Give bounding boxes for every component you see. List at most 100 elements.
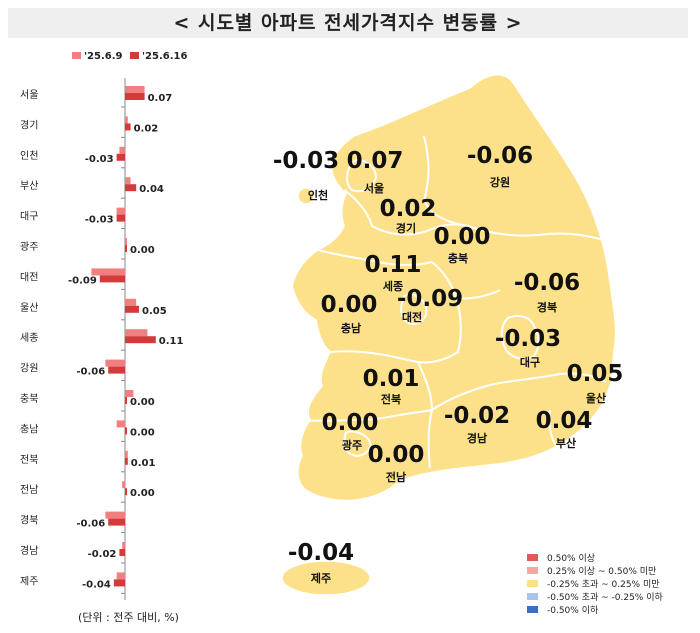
- legend-swatch-1: [72, 52, 81, 59]
- legend-swatch-2: [130, 52, 139, 59]
- mainland-shape: [291, 74, 617, 502]
- bar-this-week: [125, 336, 156, 344]
- map-region-name: 서울: [364, 181, 384, 195]
- map-value: 0.05: [567, 361, 624, 387]
- map-region-name: 대전: [402, 310, 422, 324]
- category-label: 대전: [20, 271, 38, 283]
- data-label: -0.06: [76, 367, 105, 378]
- bar-prev-week: [125, 116, 128, 124]
- bar-prev-week: [125, 298, 137, 306]
- map-value: -0.09: [397, 286, 463, 312]
- incheon-shape: [297, 187, 315, 205]
- page-title: < 시도별 아파트 전세가격지수 변동률 >: [173, 12, 523, 34]
- bar-prev-week: [122, 481, 125, 489]
- bar-this-week: [125, 184, 137, 192]
- bar-this-week: [116, 214, 125, 222]
- data-label: 0.05: [142, 306, 167, 317]
- bar-this-week: [108, 518, 125, 526]
- data-label: 0.04: [139, 184, 164, 195]
- bars: 서울 0.07 경기 0.02 인천 -0.03 부산 0.04 대구 -0.03 광주 0.00 대전…: [20, 86, 184, 594]
- bar-prev-week: [105, 359, 125, 367]
- data-label: -0.02: [88, 549, 117, 560]
- category-label: 경기: [20, 118, 38, 131]
- map-region-name: 제주: [311, 571, 331, 585]
- data-label: -0.03: [85, 154, 114, 165]
- bar-prev-week: [125, 238, 127, 245]
- map-region-name: 충북: [448, 251, 468, 265]
- map-value: 0.00: [434, 224, 491, 250]
- bar-prev-week: [122, 542, 125, 549]
- data-label: -0.03: [85, 215, 114, 226]
- map-value: 0.04: [536, 408, 593, 434]
- region-borders: [301, 135, 607, 469]
- title-bar: < 시도별 아파트 전세가격지수 변동률 >: [8, 8, 688, 38]
- bar-prev-week: [105, 511, 125, 519]
- bar-prev-week: [125, 177, 131, 185]
- map-value: 0.02: [380, 196, 437, 222]
- map-region-name: 전북: [381, 392, 401, 406]
- bar-this-week: [125, 488, 127, 496]
- data-label: 0.01: [131, 458, 156, 469]
- map-legend-label: -0.50% 이하: [547, 605, 599, 616]
- bar-this-week: [119, 549, 125, 556]
- bar-prev-week: [125, 390, 134, 397]
- map-legend-label: -0.50% 초과 ~ -0.25% 이하: [547, 592, 664, 603]
- data-label: 0.00: [130, 488, 155, 499]
- data-label: 0.00: [130, 427, 155, 438]
- data-label: -0.09: [68, 275, 97, 286]
- map-region-name: 경기: [396, 221, 416, 235]
- map-value: -0.03: [273, 148, 339, 174]
- bar-this-week: [125, 397, 127, 404]
- bar-this-week: [125, 457, 128, 465]
- map-value: -0.02: [444, 403, 510, 429]
- map-legend-swatch: [527, 554, 538, 561]
- map-value: -0.04: [288, 540, 354, 566]
- bar-this-week: [125, 305, 139, 313]
- category-label: 인천: [20, 150, 38, 162]
- data-label: -0.06: [76, 519, 105, 530]
- jeju-shape: [281, 560, 371, 596]
- bar-this-week: [125, 427, 127, 435]
- bar-prev-week: [91, 268, 125, 276]
- bar-prev-week: [116, 420, 125, 428]
- map-value: 0.07: [347, 148, 404, 174]
- category-label: 경북: [20, 514, 38, 527]
- map-value: 0.00: [322, 410, 379, 436]
- bar-this-week: [108, 366, 125, 374]
- category-label: 강원: [20, 363, 38, 375]
- category-label: 울산: [20, 302, 38, 314]
- map-region-name: 전남: [386, 470, 406, 484]
- map-legend-label: 0.25% 이상 ~ 0.50% 미만: [547, 566, 656, 577]
- map-region-name: 대구: [520, 355, 540, 369]
- map-legend-label: -0.25% 초과 ~ 0.25% 미만: [547, 579, 660, 590]
- map-region-name: 부산: [556, 436, 576, 450]
- bar-this-week: [99, 275, 125, 283]
- bar-prev-week: [116, 572, 125, 580]
- data-label: -0.04: [82, 579, 111, 590]
- bar-this-week: [125, 245, 127, 252]
- chart-legend: '25.6.9 '25.6.16: [72, 51, 187, 62]
- data-label: 0.07: [148, 93, 173, 104]
- data-label: 0.02: [134, 123, 159, 134]
- map-value: 0.00: [368, 442, 425, 468]
- category-label: 서울: [20, 89, 38, 101]
- category-label: 광주: [20, 241, 38, 253]
- bar-this-week: [113, 579, 125, 587]
- legend-label-2: '25.6.16: [142, 51, 187, 62]
- map-value: 0.01: [363, 366, 420, 392]
- map-value: -0.03: [495, 326, 561, 352]
- category-label: 충남: [20, 423, 38, 435]
- map-value: -0.06: [467, 143, 533, 169]
- map-legend-label: 0.50% 이상: [547, 553, 595, 564]
- map-region-name: 인천: [308, 188, 328, 202]
- unit-note: (단위 : 전주 대비, %): [78, 611, 179, 624]
- map-value: 0.00: [321, 292, 378, 318]
- data-label: 0.00: [130, 397, 155, 408]
- map-value: 0.11: [365, 252, 422, 278]
- bar-prev-week: [125, 86, 145, 93]
- bar-this-week: [125, 123, 131, 131]
- category-label: 경남: [20, 544, 38, 557]
- map-region-name: 광주: [342, 439, 362, 452]
- map-region-name: 충남: [341, 321, 361, 335]
